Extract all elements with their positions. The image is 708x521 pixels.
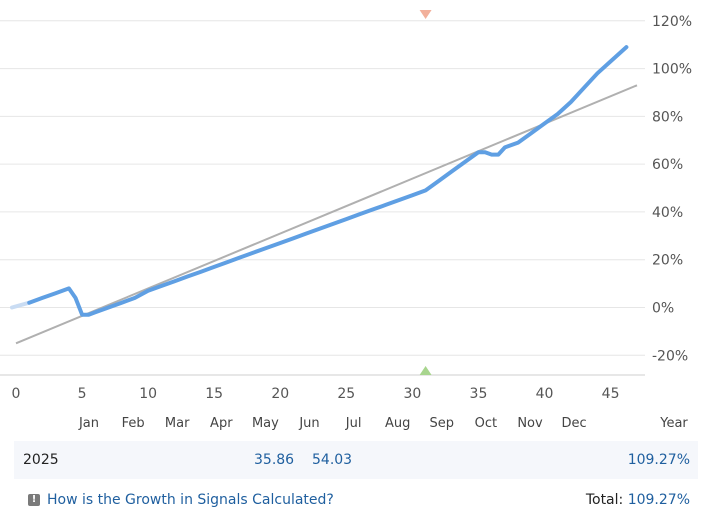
x-tick-label: 0 [12, 386, 21, 402]
month-label: Sep [430, 416, 455, 430]
y-tick-label: 0% [652, 300, 674, 316]
x-tick-label: 30 [403, 386, 421, 402]
y-tick-label: 40% [652, 205, 683, 221]
info-icon: ! [28, 494, 40, 506]
year-total-value: 109.27% [627, 452, 690, 468]
x-tick-label: 15 [205, 386, 223, 402]
jun-value: 54.03 [312, 452, 353, 468]
x-tick-label: 40 [536, 386, 554, 402]
y-tick-label: 100% [652, 62, 692, 78]
x-tick-label: 45 [602, 386, 620, 402]
month-label: Aug [385, 416, 410, 430]
month-label: Jun [298, 416, 319, 430]
year-row: 2025 35.86 54.03 109.27% [14, 441, 698, 479]
month-label: May [252, 416, 279, 430]
growth-calculation-link[interactable]: How is the Growth in Signals Calculated? [47, 492, 334, 508]
series-start-segment [10, 300, 32, 310]
total-label: Total: [585, 492, 624, 508]
y-tick-label: 20% [652, 253, 683, 269]
month-label: Jan [78, 416, 99, 430]
x-tick-label: 10 [139, 386, 157, 402]
month-label: Mar [165, 416, 190, 430]
month-label: Nov [517, 416, 543, 430]
x-tick-label: 20 [271, 386, 289, 402]
bottom-triangle-marker [419, 366, 432, 375]
x-tick-label: 25 [337, 386, 355, 402]
y-tick-label: 60% [652, 157, 683, 173]
total-summary: Total: 109.27% [586, 492, 690, 508]
trend-line [15, 84, 638, 345]
year-label: 2025 [23, 452, 59, 468]
may-value: 35.86 [254, 452, 295, 468]
growth-series-line [27, 45, 629, 317]
month-label: Jul [345, 416, 362, 430]
x-tick-label: 5 [78, 386, 87, 402]
y-tick-label: 80% [652, 109, 683, 125]
x-tick-label: 35 [470, 386, 488, 402]
y-tick-label: 120% [652, 14, 692, 30]
top-triangle-marker [419, 10, 432, 19]
y-tick-label: -20% [652, 348, 688, 364]
year-column-label: Year [659, 416, 688, 430]
month-label: Dec [562, 416, 587, 430]
total-value: 109.27% [627, 492, 690, 508]
month-label: Oct [475, 416, 497, 430]
growth-chart: 120% 100% 80% 60% 40% 20% 0% -20% 0 5 10 15 20 25 30 35… [0, 10, 692, 430]
footer: ! How is the Growth in Signals Calculate… [0, 490, 708, 514]
month-label: Apr [210, 416, 233, 430]
month-label: Feb [122, 416, 145, 430]
